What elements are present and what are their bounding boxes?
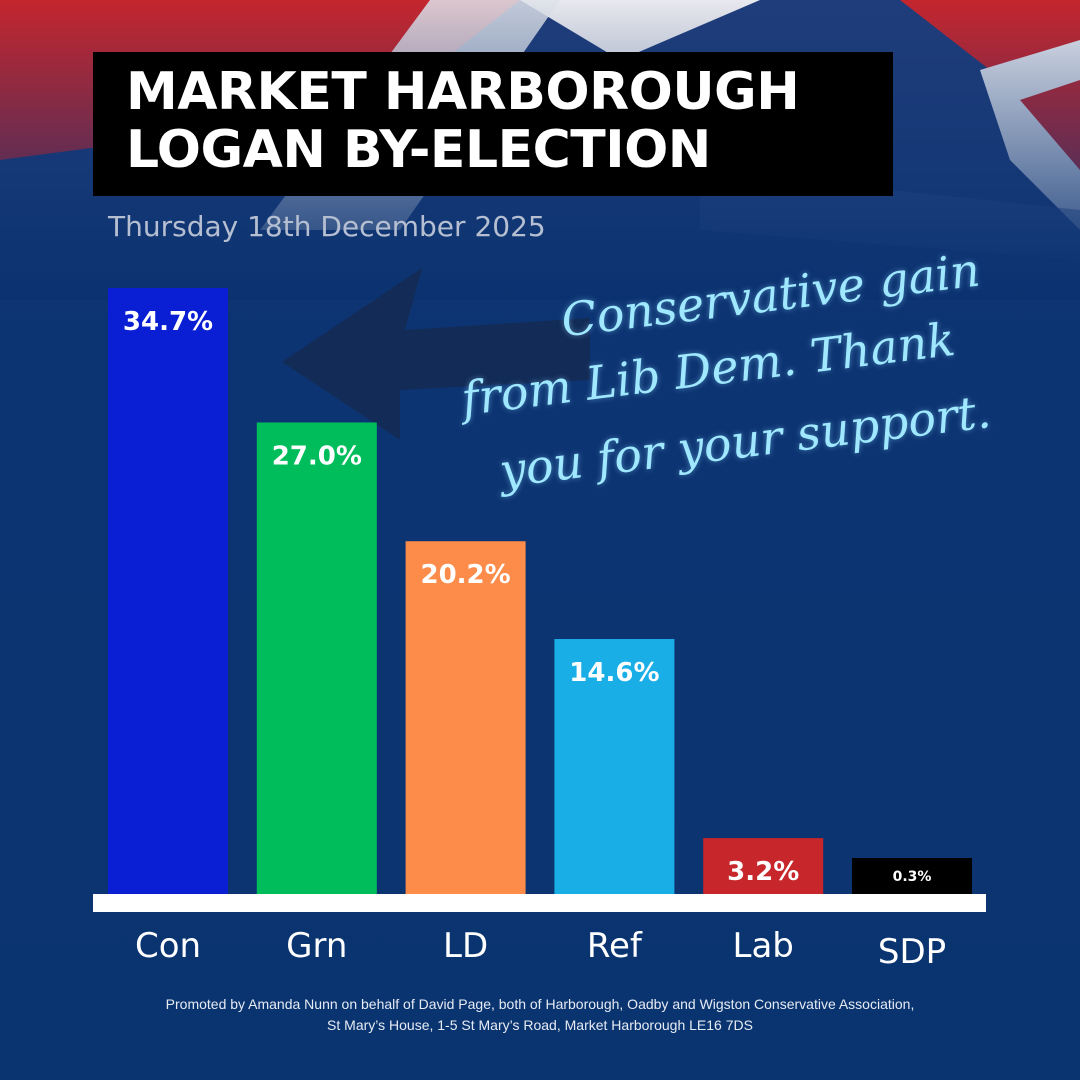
imprint-line-2: St Mary’s House, 1-5 St Mary’s Road, Mar… [327,1017,753,1033]
title-box: MARKET HARBOROUGH LOGAN BY-ELECTION [93,52,893,196]
election-date: Thursday 18th December 2025 [108,210,546,243]
bar-grn [256,422,377,894]
imprint-line-1: Promoted by Amanda Nunn on behalf of Dav… [165,996,915,1012]
title-line-2: LOGAN BY-ELECTION [126,120,711,180]
bar-con [108,288,228,894]
arrow-icon [282,268,590,440]
category-label-sdp: SDP [878,932,946,972]
bar-ref [554,639,675,894]
bar-ld [405,541,526,894]
bar-sdp [852,858,972,894]
title-line-1: MARKET HARBOROUGH [126,62,800,122]
data-label-lab: 3.2% [727,857,799,887]
category-label-lab: Lab [733,926,794,966]
baseline [93,894,986,912]
data-label-sdp: 0.3% [893,869,932,885]
data-label-con: 34.7% [123,307,213,337]
data-label-ld: 20.2% [420,560,510,590]
category-label-con: Con [135,926,201,966]
data-label-grn: 27.0% [272,441,362,471]
category-label-grn: Grn [286,926,347,966]
category-label-ld: LD [443,926,488,966]
bar-lab [703,838,824,894]
imprint-footer: Promoted by Amanda Nunn on behalf of Dav… [0,994,1080,1036]
data-label-ref: 14.6% [569,658,659,688]
category-label-ref: Ref [587,926,643,966]
